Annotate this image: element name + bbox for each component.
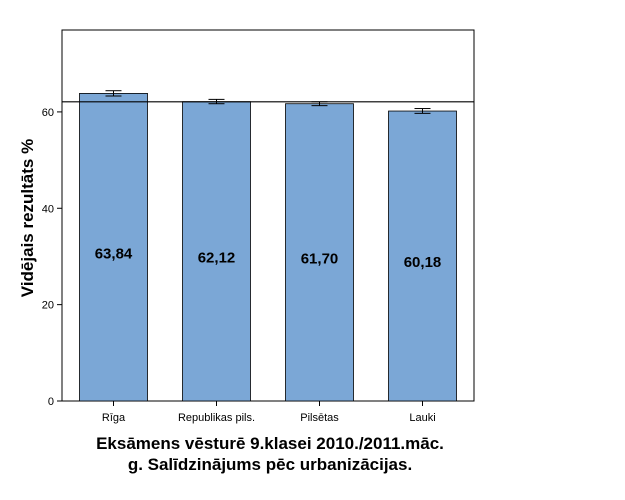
y-axis-ticks: 0 20 40 60 [42, 107, 62, 408]
x-tick-label: Rīga [102, 412, 126, 424]
error-bar [414, 108, 431, 114]
data-label: 60,18 [404, 254, 442, 271]
bar [388, 110, 457, 402]
data-label: 62,12 [198, 249, 236, 266]
y-tick-label: 40 [42, 203, 54, 215]
error-bar [105, 90, 122, 97]
x-tick-label: Lauki [409, 412, 435, 424]
x-axis-ticks: Rīga Republikas pils. Pilsētas Lauki [102, 401, 436, 424]
y-tick-label: 0 [48, 396, 54, 408]
bar [285, 103, 354, 402]
x-tick-label: Republikas pils. [178, 412, 255, 424]
chart-title-line-2: g. Salīdzinājums pēc urbanizācijas. [128, 455, 412, 474]
data-label: 63,84 [95, 245, 133, 262]
y-tick-label: 20 [42, 300, 54, 312]
chart-title-line-1: Eksāmens vēsturē 9.klasei 2010./2011.māc… [96, 434, 444, 453]
y-tick-label: 60 [42, 107, 54, 119]
y-axis-label: Vidējais rezultāts % [18, 139, 37, 297]
x-tick-label: Pilsētas [300, 412, 339, 424]
data-label: 61,70 [301, 250, 339, 267]
bar [79, 93, 148, 402]
data-labels: 63,84 62,12 61,70 60,18 [95, 245, 442, 270]
